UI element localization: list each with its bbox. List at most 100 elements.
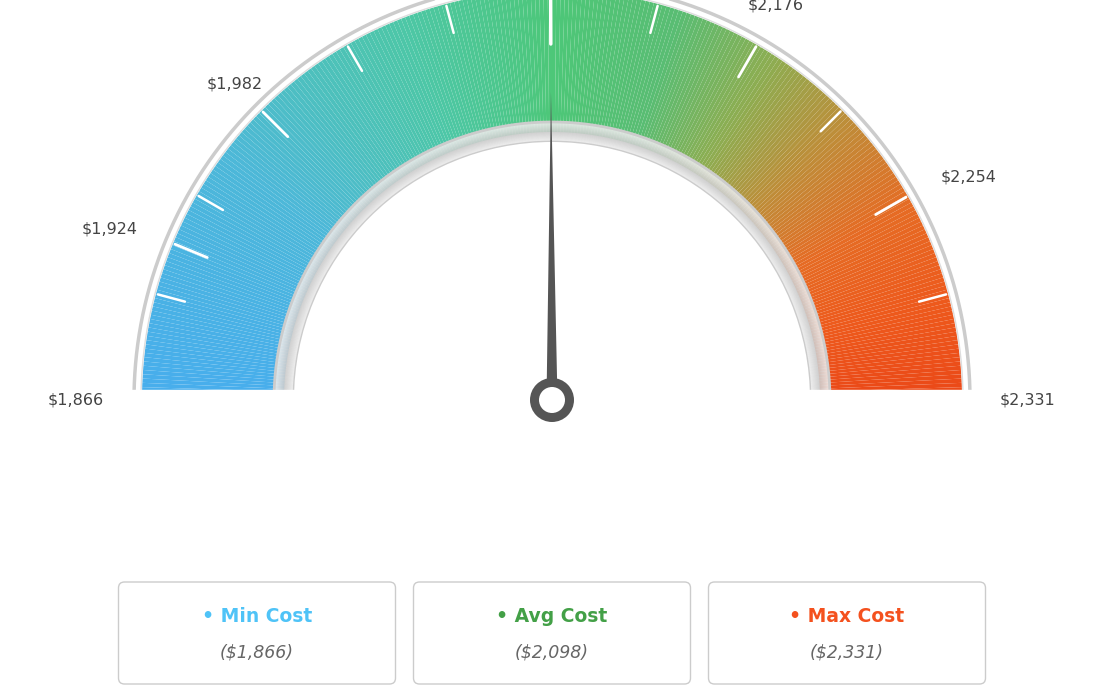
Wedge shape [577,0,595,133]
Wedge shape [221,155,337,242]
Wedge shape [231,142,343,233]
Wedge shape [802,249,935,304]
Wedge shape [747,119,853,219]
Wedge shape [648,17,703,151]
Circle shape [530,378,574,422]
Wedge shape [818,357,960,375]
Wedge shape [351,41,423,166]
Wedge shape [471,0,502,137]
FancyBboxPatch shape [709,582,986,684]
Wedge shape [787,202,913,273]
Wedge shape [751,126,860,223]
Wedge shape [681,41,753,166]
Wedge shape [774,170,893,252]
Wedge shape [777,177,899,257]
Wedge shape [199,188,322,264]
Wedge shape [778,180,901,259]
Wedge shape [300,73,390,188]
Wedge shape [405,16,458,150]
Wedge shape [758,139,871,231]
Wedge shape [142,383,284,392]
Wedge shape [719,79,810,192]
Wedge shape [531,0,541,132]
Wedge shape [725,87,820,197]
Wedge shape [290,81,383,193]
Wedge shape [153,298,293,336]
Wedge shape [209,173,329,254]
Wedge shape [318,61,402,180]
Wedge shape [689,47,764,170]
Wedge shape [373,29,438,159]
Wedge shape [785,199,911,271]
Wedge shape [806,269,942,317]
Wedge shape [808,282,946,325]
Wedge shape [583,0,604,134]
Text: $2,254: $2,254 [941,170,997,185]
Wedge shape [268,101,369,206]
Wedge shape [552,0,556,132]
Text: • Max Cost: • Max Cost [789,607,904,627]
Wedge shape [157,286,295,328]
Wedge shape [417,12,467,147]
Wedge shape [643,14,694,149]
Wedge shape [362,34,431,163]
Wedge shape [698,56,779,177]
Wedge shape [585,0,607,135]
Wedge shape [259,110,362,213]
Wedge shape [654,21,711,153]
Wedge shape [183,218,312,284]
Wedge shape [446,3,486,141]
Wedge shape [197,191,321,266]
Wedge shape [714,73,804,188]
Wedge shape [784,195,910,268]
Wedge shape [171,245,304,302]
Wedge shape [622,4,662,142]
Wedge shape [354,39,425,165]
Wedge shape [217,159,336,245]
Wedge shape [613,1,650,140]
Wedge shape [731,95,829,203]
Wedge shape [176,233,307,293]
Wedge shape [304,71,392,186]
Wedge shape [661,26,723,157]
FancyBboxPatch shape [414,582,690,684]
Wedge shape [280,90,376,199]
Wedge shape [795,226,925,288]
Text: ($2,331): ($2,331) [810,644,884,662]
FancyBboxPatch shape [118,582,395,684]
Wedge shape [152,302,291,339]
Wedge shape [242,129,351,225]
Wedge shape [809,286,947,328]
Wedge shape [189,206,316,276]
Wedge shape [518,0,532,133]
Wedge shape [543,0,549,132]
Wedge shape [422,10,469,146]
Wedge shape [225,149,340,238]
Wedge shape [454,1,491,140]
Wedge shape [262,107,364,210]
Wedge shape [588,0,612,135]
Wedge shape [817,340,958,364]
Wedge shape [390,22,448,154]
Wedge shape [818,344,958,366]
Wedge shape [616,2,654,141]
Wedge shape [434,6,477,144]
Wedge shape [702,61,786,180]
Wedge shape [184,214,314,281]
Wedge shape [548,0,552,132]
Wedge shape [187,210,315,278]
Wedge shape [664,27,726,157]
Wedge shape [804,257,937,309]
Wedge shape [782,188,905,264]
Wedge shape [563,0,573,132]
Wedge shape [144,362,285,377]
Wedge shape [146,340,287,364]
Wedge shape [161,273,297,320]
Wedge shape [142,379,285,388]
Wedge shape [572,0,586,133]
Wedge shape [142,387,284,395]
Wedge shape [163,265,299,315]
Wedge shape [181,221,310,286]
Wedge shape [808,277,945,322]
Wedge shape [602,0,633,137]
